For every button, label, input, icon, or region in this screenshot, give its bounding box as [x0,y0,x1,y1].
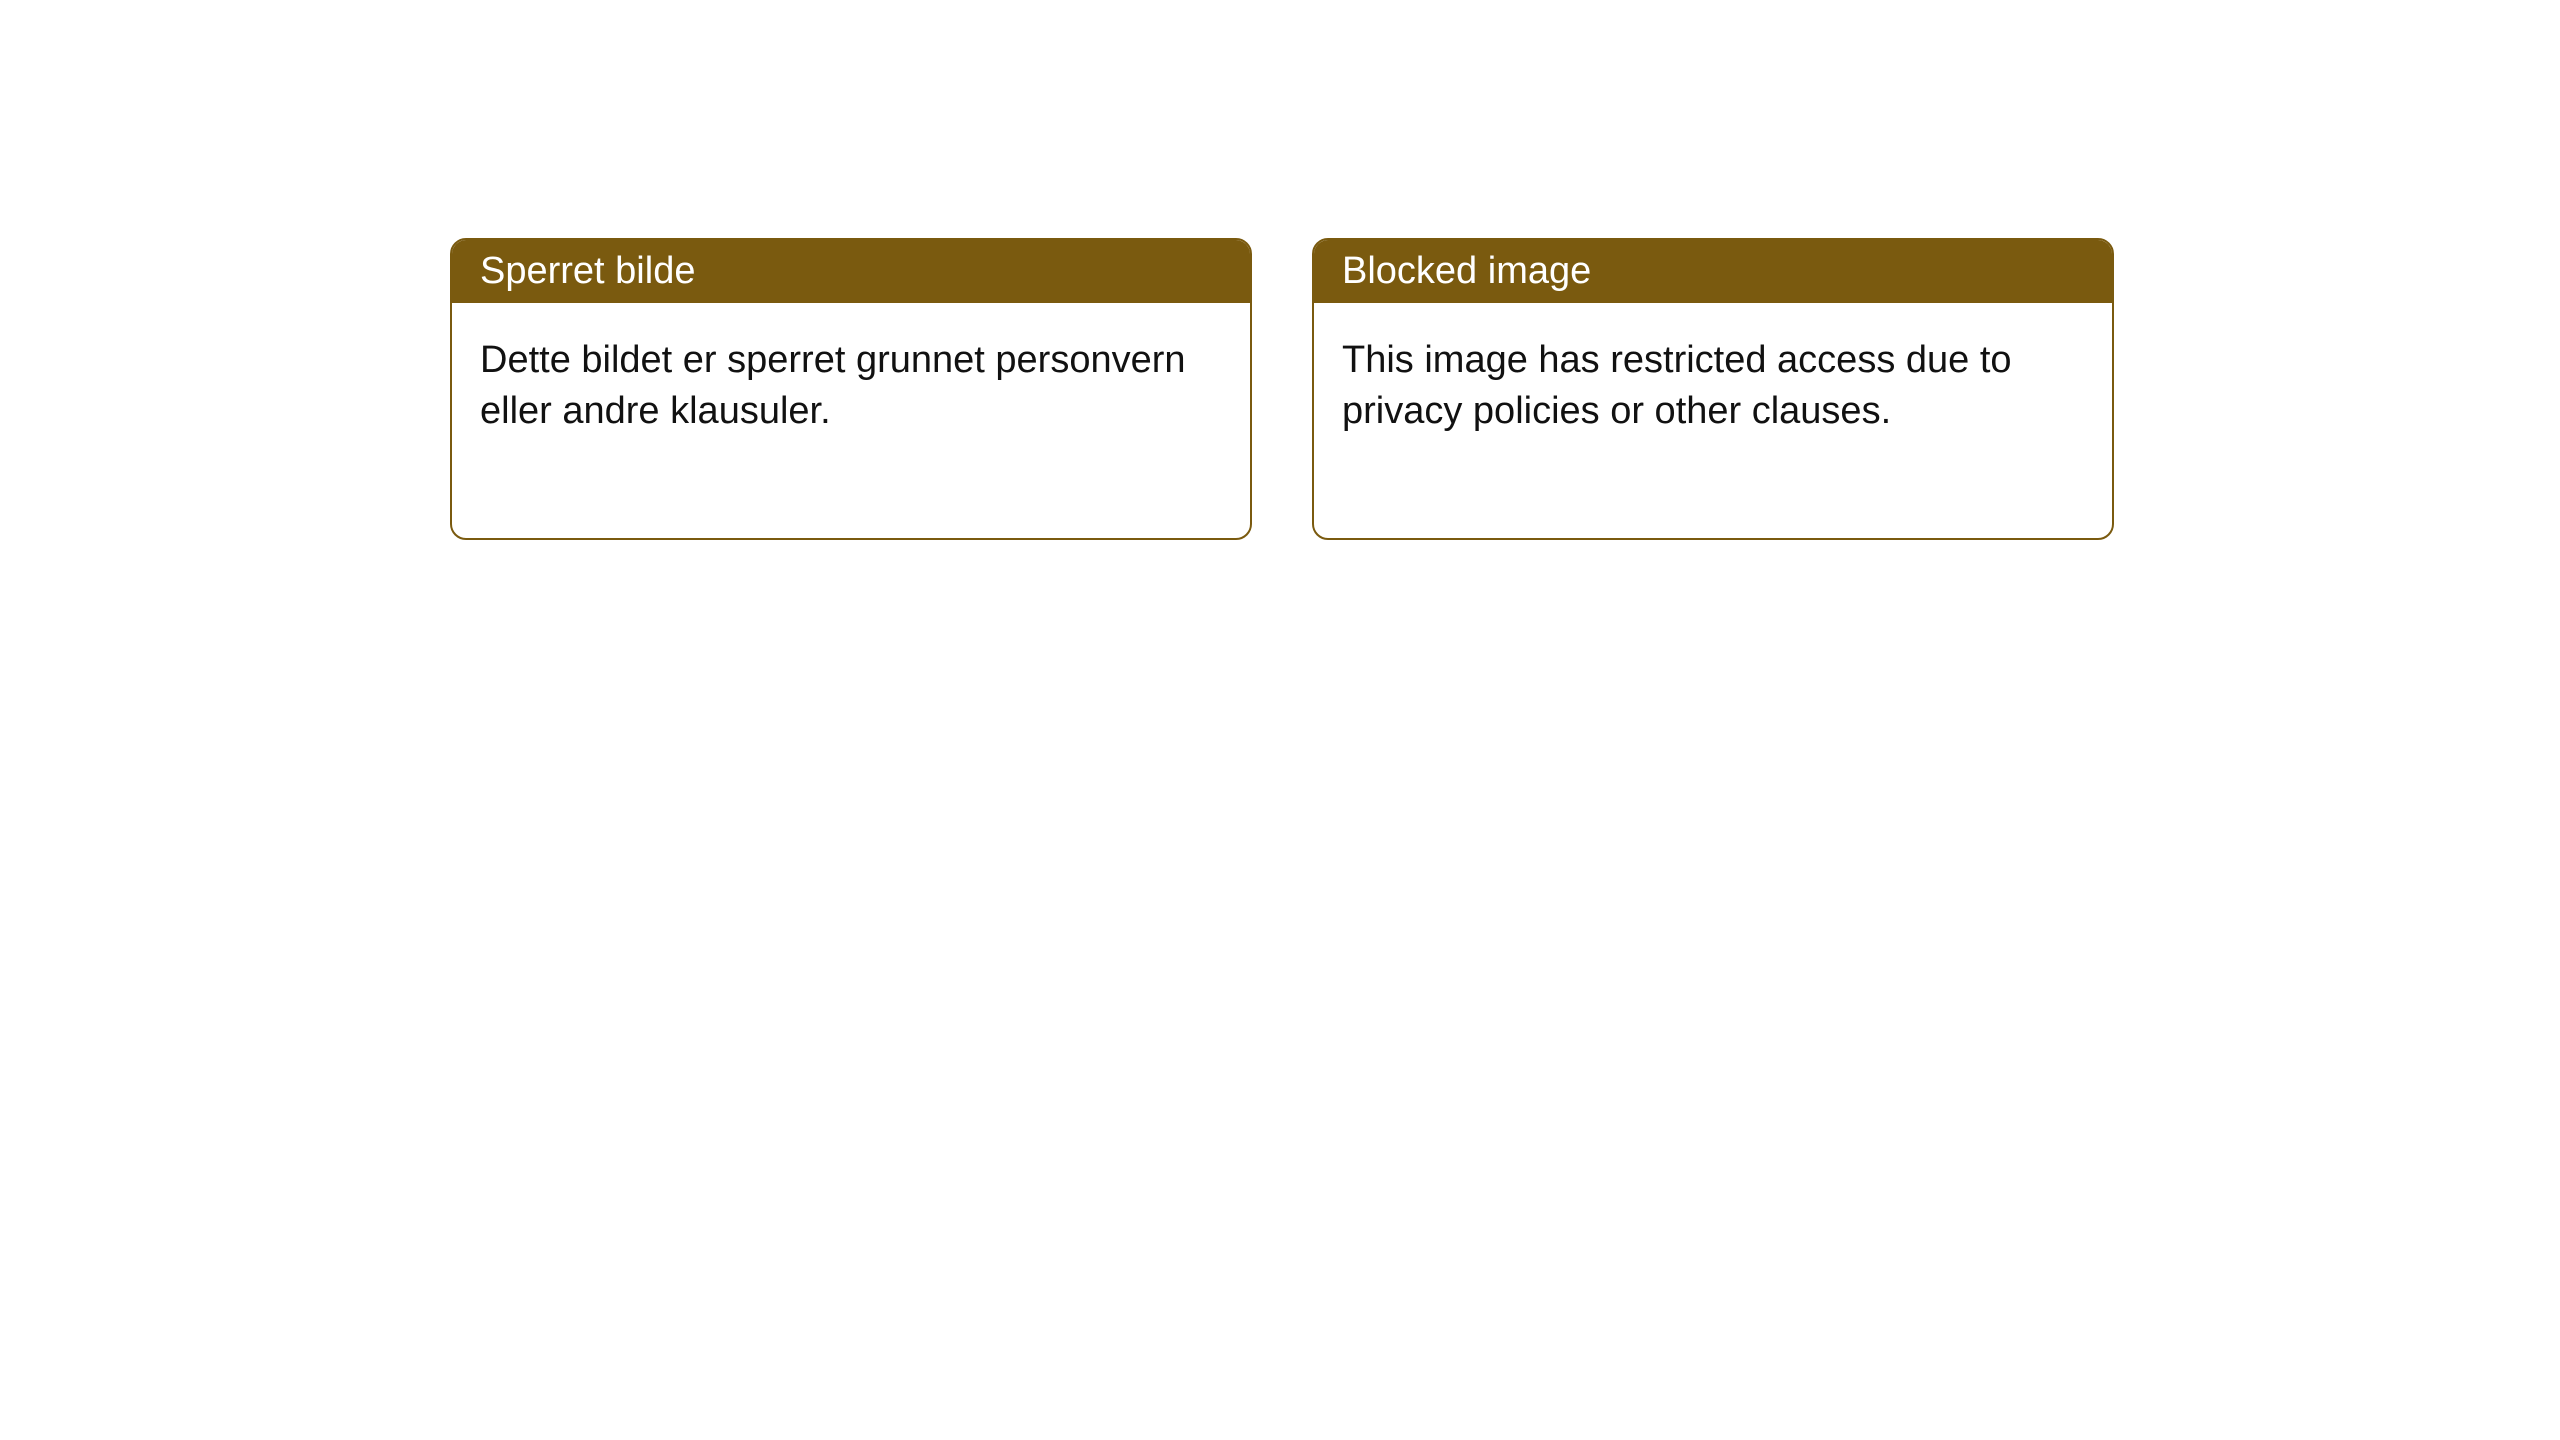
card-body-norwegian: Dette bildet er sperret grunnet personve… [452,303,1250,538]
blocked-image-card-english: Blocked image This image has restricted … [1312,238,2114,540]
card-body-english: This image has restricted access due to … [1314,303,2112,538]
notice-container: Sperret bilde Dette bildet er sperret gr… [450,238,2114,540]
card-title-norwegian: Sperret bilde [452,240,1250,303]
card-title-english: Blocked image [1314,240,2112,303]
blocked-image-card-norwegian: Sperret bilde Dette bildet er sperret gr… [450,238,1252,540]
